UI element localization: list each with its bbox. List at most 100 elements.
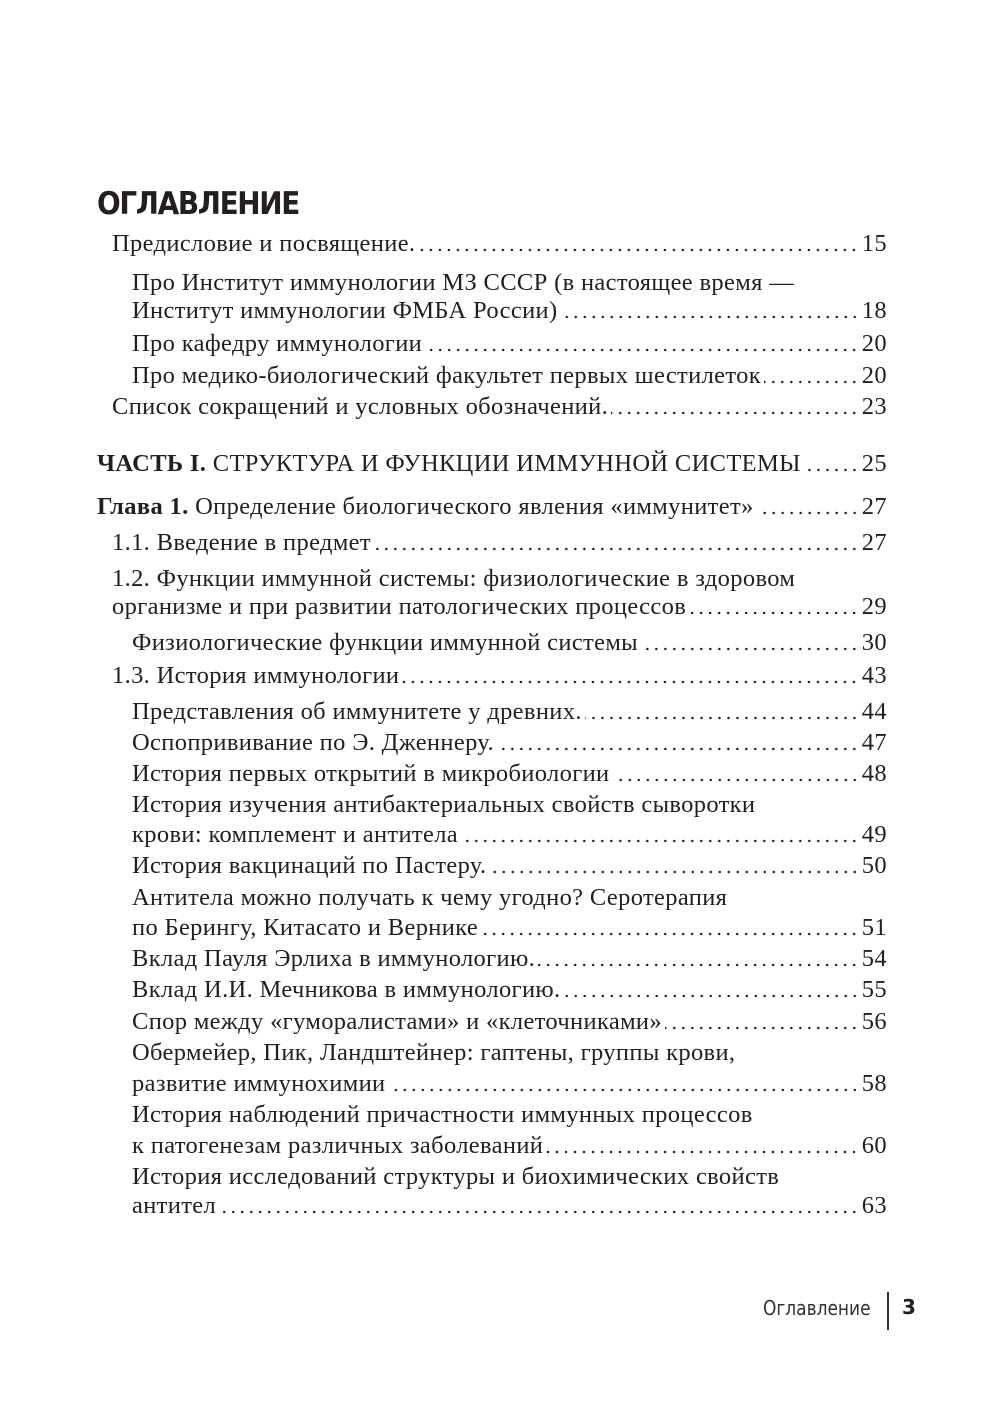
toc-line: Оспопрививание по Э. Дженнеру. 47 [132,729,887,759]
toc-page-number: 23 [861,393,887,420]
toc-entry-title: Список сокращений и условных обозначений… [112,393,608,421]
toc-entry-title: Про кафедру иммунологии [132,330,422,358]
toc-entry-text: Вклад Пауля Эрлиха в иммунологию. [132,945,536,972]
toc-line: ЧАСТЬ I. СТРУКТУРА И ФУНКЦИИ ИММУННОЙ СИ… [97,450,887,480]
toc-page-number: 60 [861,1132,887,1159]
toc-entry-text: крови: комплемент и антитела [132,821,459,848]
toc-entry-title: Предисловие и посвящение. [112,230,415,258]
toc-entry-text: Определение биологического явления «имму… [188,493,754,520]
toc-line: по Берингу, Китасато и Вернике 51 [132,914,887,944]
toc-entry-title: Обермейер, Пик, Ландштейнер: гаптены, гр… [132,1039,735,1067]
toc-line: Про медико-биологический факультет первы… [132,362,887,392]
toc-entry-title: Институт иммунологии ФМБА России) [132,297,558,325]
toc-entry-text: 1.1. Введение в предмет [112,529,371,556]
toc-entry-title: Про медико-биологический факультет первы… [132,362,761,390]
dot-leader [641,647,859,651]
running-header: Оглавление [763,1296,871,1320]
toc-line: 1.3. История иммунологии 43 [112,662,887,692]
toc-line: антител 63 [132,1192,887,1222]
toc-entry-text: История исследований структуры и биохими… [132,1163,780,1190]
dot-leader [563,994,859,998]
toc-entry-title: История исследований структуры и биохими… [132,1163,779,1191]
toc-entry-title: Глава 1. Определение биологического явле… [97,493,754,521]
dot-leader [388,1088,859,1092]
toc-entry-title: 1.3. История иммунологии [112,662,399,690]
toc-entry-title: Про Институт иммунологии МЗ СССР (в наст… [132,269,794,297]
toc-line: Вклад И.И. Мечникова в иммунологию. 55 [132,976,887,1006]
dot-leader [611,411,859,415]
toc-page-number: 44 [861,698,887,725]
toc-page-number: 49 [861,821,887,848]
toc-page-number: 20 [861,362,887,389]
toc-page-number: 63 [861,1192,887,1219]
dot-leader [803,468,859,472]
toc-entry-title: Антитела можно получать к чему угодно? С… [132,884,727,912]
toc-entry-title: Вклад Пауля Эрлиха в иммунологию. [132,945,535,973]
dot-leader [373,547,859,551]
toc-entry-text: Предисловие и посвящение. [112,230,416,257]
toc-line: Вклад Пауля Эрлиха в иммунологию. 54 [132,945,887,975]
toc-entry-title: История вакцинаций по Пастеру. [132,852,487,880]
toc-entry-text: Вклад И.И. Мечникова в иммунологию. [132,976,561,1003]
toc-entry-text: 1.3. История иммунологии [112,662,400,689]
toc-line: Про Институт иммунологии МЗ СССР (в наст… [132,269,794,299]
toc-entry-text: по Берингу, Китасато и Вернике [132,914,479,941]
page-footer: Оглавление 3 [0,1292,1000,1332]
toc-line: История наблюдений причастности иммунных… [132,1101,753,1131]
toc-page-number: 48 [861,760,887,787]
dot-leader [664,1026,859,1030]
toc-line: Про кафедру иммунологии 20 [132,330,887,360]
toc-entry-text: Список сокращений и условных обозначений… [112,393,609,420]
toc-entry-text: развитие иммунохимии [132,1070,386,1097]
toc-entry-prefix: ЧАСТЬ I. [97,450,207,477]
toc-line: Обермейер, Пик, Ландштейнер: гаптены, гр… [132,1039,735,1069]
toc-entry-title: крови: комплемент и антитела [132,821,458,849]
toc-entry-text: Физиологические функции иммунной системы [132,629,638,656]
toc-page-number: 58 [861,1070,887,1097]
toc-page-number: 30 [861,629,887,656]
toc-entry-title: к патогенезам различных заболеваний [132,1132,543,1160]
toc-page-number: 27 [861,529,887,556]
toc-line: История исследований структуры и биохими… [132,1163,779,1193]
page-number: 3 [902,1295,916,1319]
dot-leader [689,611,859,615]
toc-entry-title: 1.1. Введение в предмет [112,529,371,557]
toc-line: к патогенезам различных заболеваний 60 [132,1132,887,1162]
toc-entry-title: антител [132,1192,216,1220]
toc-entry-text: СТРУКТУРА И ФУНКЦИИ ИММУННОЙ СИСТЕМЫ [206,450,801,477]
toc-page-number: 56 [861,1008,887,1035]
footer-divider [887,1292,889,1330]
toc-page-number: 20 [861,330,887,357]
toc-entry-text: организме и при развитии патологических … [112,593,687,620]
toc-page-number: 47 [861,729,887,756]
toc-entry-title: по Берингу, Китасато и Вернике [132,914,478,942]
dot-leader [756,511,859,515]
toc-entry-text: История первых открытий в микробиологии [132,760,610,787]
toc-entry-text: Про кафедру иммунологии [132,330,423,357]
toc-line: организме и при развитии патологических … [112,593,887,623]
dot-leader [425,348,859,352]
dot-leader [612,778,859,782]
toc-page-number: 27 [861,493,887,520]
dot-leader [560,315,859,319]
toc-page-number: 18 [861,297,887,324]
toc-entry-text: Про медико-биологический факультет первы… [132,362,761,389]
toc-entry-title: Спор между «гуморалистами» и «клеточника… [132,1008,662,1036]
toc-page-number: 55 [861,976,887,1003]
toc-line: Физиологические функции иммунной системы… [132,629,887,659]
toc-entry-title: Физиологические функции иммунной системы [132,629,638,657]
toc-line: Институт иммунологии ФМБА России) 18 [132,297,887,327]
toc-entry-text: 1.2. Функции иммунной системы: физиологи… [112,565,796,592]
toc-line: Спор между «гуморалистами» и «клеточника… [132,1008,887,1038]
toc-entry-title: 1.2. Функции иммунной системы: физиологи… [112,565,795,593]
toc-entry-title: Оспопрививание по Э. Дженнеру. [132,729,494,757]
dot-leader [219,1210,859,1214]
dot-leader [584,716,859,720]
dot-leader [481,932,859,936]
toc-entry-title: Вклад И.И. Мечникова в иммунологию. [132,976,561,1004]
dot-leader [418,248,859,252]
toc-line: развитие иммунохимии 58 [132,1070,887,1100]
toc-entry-text: История изучения антибактериальных свойс… [132,791,756,818]
toc-line: Глава 1. Определение биологического явле… [97,493,887,523]
toc-entry-title: История наблюдений причастности иммунных… [132,1101,753,1129]
